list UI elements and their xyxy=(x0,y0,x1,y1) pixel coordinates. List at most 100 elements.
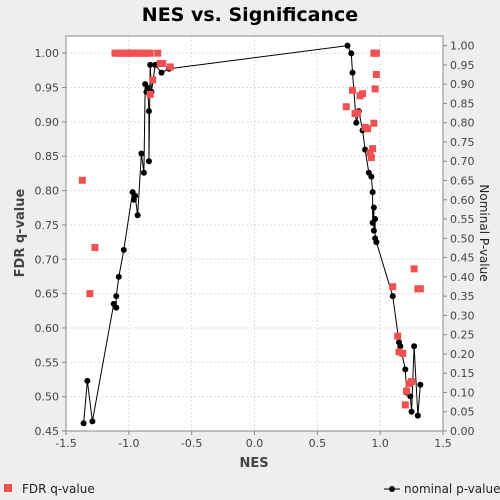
y-tick-label-left: 0.90 xyxy=(35,116,60,129)
fdr-qvalue-point xyxy=(372,49,380,57)
y-tick-label-left: 0.70 xyxy=(35,253,60,266)
legend-marker-fdr xyxy=(4,484,12,492)
x-axis-label: NES xyxy=(239,456,268,471)
fdr-qvalue-point xyxy=(349,86,357,94)
y-tick-label-left: 0.85 xyxy=(35,150,60,163)
fdr-qvalue-point xyxy=(86,290,94,298)
nominal-pvalue-point xyxy=(144,85,151,92)
y-tick-label-left: 0.55 xyxy=(35,356,60,369)
y-axis-label-left: FDR q-value xyxy=(13,188,28,277)
fdr-qvalue-point xyxy=(342,103,350,111)
nominal-pvalue-point xyxy=(158,69,165,76)
y-tick-label-left: 0.80 xyxy=(35,185,60,198)
fdr-qvalue-point xyxy=(403,387,411,395)
nominal-pvalue-point xyxy=(349,69,356,76)
nominal-pvalue-point xyxy=(84,377,91,384)
chart-title: NES vs. Significance xyxy=(142,4,358,26)
y-tick-label-right: 0.15 xyxy=(450,367,475,380)
fdr-qvalue-point xyxy=(166,63,174,71)
nominal-pvalue-point xyxy=(132,192,139,199)
fdr-qvalue-point xyxy=(367,154,375,162)
y-tick-label-right: 1.00 xyxy=(450,40,475,53)
nominal-pvalue-point xyxy=(411,343,418,350)
nominal-pvalue-point xyxy=(348,50,355,57)
nominal-pvalue-point xyxy=(134,212,141,219)
nominal-pvalue-point xyxy=(140,169,147,176)
y-tick-label-left: 0.50 xyxy=(35,391,60,404)
nominal-pvalue-point xyxy=(145,158,152,165)
nominal-pvalue-point xyxy=(89,418,96,425)
nominal-pvalue-point xyxy=(370,227,377,234)
fdr-qvalue-point xyxy=(146,49,154,57)
nominal-pvalue-point xyxy=(408,408,415,415)
y-tick-label-right: 0.35 xyxy=(450,290,475,303)
x-ticks: -1.5 -1.0 -0.5 0.0 0.5 1.0 1.5 xyxy=(55,431,452,450)
fdr-qvalue-point xyxy=(149,76,157,84)
y-tick-label-right: 0.10 xyxy=(450,386,475,399)
nominal-pvalue-point xyxy=(362,146,369,153)
nominal-pvalue-point xyxy=(353,119,360,126)
nominal-pvalue-point xyxy=(373,239,380,246)
nominal-pvalue-point xyxy=(414,412,421,419)
fdr-qvalue-point xyxy=(354,109,362,117)
y-tick-label-right: 0.80 xyxy=(450,117,475,130)
y-tick-label-right: 0.60 xyxy=(450,194,475,207)
nominal-pvalue-point xyxy=(389,293,396,300)
fdr-qvalue-point xyxy=(154,49,162,57)
x-tick-label: 1.5 xyxy=(434,437,452,450)
fdr-qvalue-points xyxy=(78,49,424,409)
nominal-pvalue-point xyxy=(369,189,376,196)
nominal-pvalue-point xyxy=(145,108,152,115)
x-tick-label: 0.0 xyxy=(246,437,264,450)
y-tick-label-right: 0.75 xyxy=(450,136,475,149)
fdr-qvalue-point xyxy=(394,332,402,340)
legend: FDR q-value nominal p-value xyxy=(4,482,500,496)
fdr-qvalue-point xyxy=(389,283,397,291)
nominal-pvalue-point xyxy=(138,150,145,157)
nominal-pvalue-point xyxy=(370,204,377,211)
nominal-pvalue-point xyxy=(80,420,87,427)
y-tick-label-left: 1.00 xyxy=(35,47,60,60)
nominal-pvalue-point xyxy=(113,304,120,311)
fdr-qvalue-point xyxy=(159,59,167,67)
nominal-pvalue-point xyxy=(115,273,122,280)
nominal-pvalue-point xyxy=(344,42,351,49)
legend-label-nominal: nominal p-value xyxy=(404,482,500,496)
y-tick-label-right: 0.05 xyxy=(450,406,475,419)
fdr-qvalue-point xyxy=(359,90,367,98)
y-ticks-left: 0.45 0.50 0.55 0.60 0.65 0.70 0.75 0.80 0.85 0.90… xyxy=(35,47,66,438)
y-tick-label-right: 0.45 xyxy=(450,252,475,265)
y-tick-label-right: 0.85 xyxy=(450,97,475,110)
x-tick-label: 0.5 xyxy=(309,437,327,450)
nominal-pvalue-points xyxy=(80,42,424,427)
fdr-qvalue-point xyxy=(395,348,403,356)
x-tick-label: 1.0 xyxy=(371,437,389,450)
y-tick-label-left: 0.45 xyxy=(35,425,60,438)
fdr-qvalue-point xyxy=(146,90,154,98)
x-tick-label: -0.5 xyxy=(181,437,202,450)
legend-marker-dot-nominal xyxy=(389,486,395,492)
nominal-pvalue-point xyxy=(407,393,414,400)
nominal-pvalue-point xyxy=(152,61,159,68)
nominal-pvalue-point xyxy=(120,246,127,253)
fdr-qvalue-point xyxy=(408,378,416,386)
fdr-qvalue-point xyxy=(91,244,99,252)
x-tick-label: -1.5 xyxy=(55,437,76,450)
fdr-qvalue-point xyxy=(416,285,424,293)
fdr-qvalue-point xyxy=(401,401,409,409)
nominal-pvalue-point xyxy=(368,173,375,180)
y-tick-label-right: 0.65 xyxy=(450,175,475,188)
y-tick-label-right: 0.50 xyxy=(450,232,475,245)
legend-label-fdr: FDR q-value xyxy=(22,482,95,496)
y-ticks-right: 0.00 0.05 0.10 0.15 0.20 0.25 0.30 0.35 0.40 0.45… xyxy=(443,40,475,438)
y-tick-label-right: 0.70 xyxy=(450,155,475,168)
y-tick-label-right: 0.95 xyxy=(450,59,475,72)
nominal-pvalue-point xyxy=(147,61,154,68)
nominal-pvalue-point xyxy=(113,293,120,300)
fdr-qvalue-point xyxy=(364,125,372,133)
fdr-qvalue-point xyxy=(410,265,418,273)
y-tick-label-right: 0.90 xyxy=(450,78,475,91)
fdr-qvalue-point xyxy=(399,349,407,357)
nominal-pvalue-point xyxy=(402,366,409,373)
